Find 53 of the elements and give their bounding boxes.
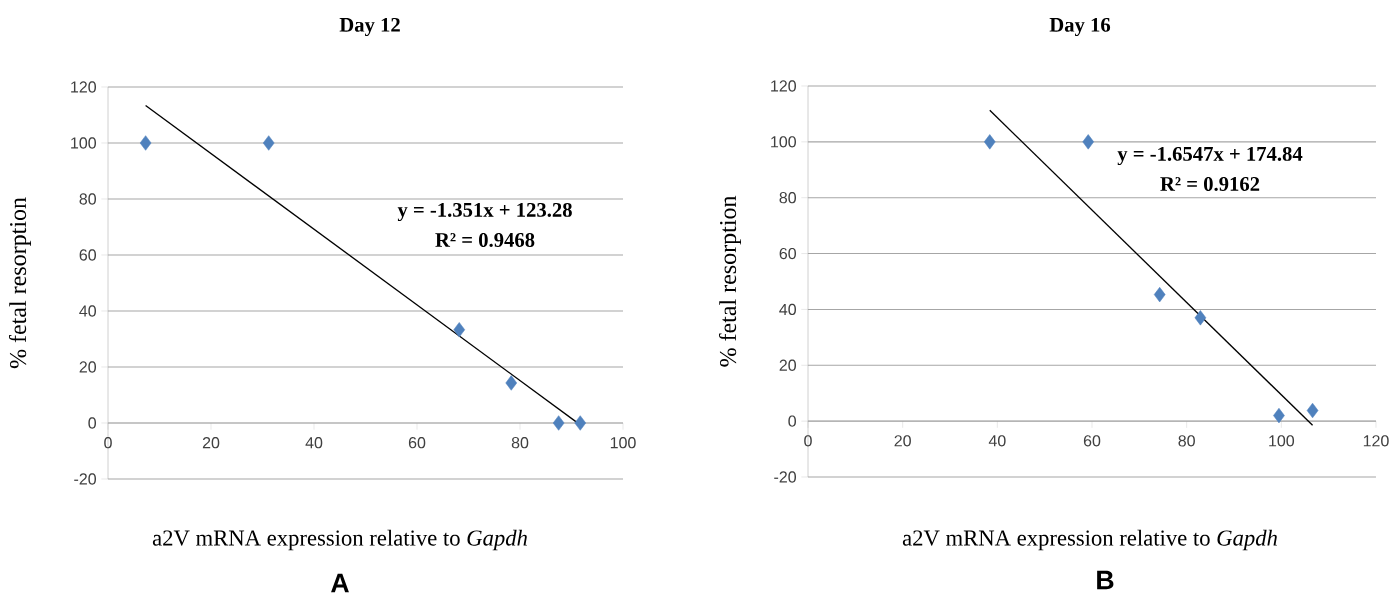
y-tick-label: 40 [79,305,97,317]
x-tick-label: 80 [1178,435,1195,447]
y-tick-label: 0 [88,417,97,429]
chart-title: Day 12 [339,17,400,37]
x-tick-label: 60 [408,437,426,449]
y-tick-label: 40 [779,303,797,316]
x-tick-label: 0 [804,435,812,447]
y-axis-title: % fetal resorption [9,197,32,369]
x-tick-label: 20 [894,435,911,447]
point [1153,287,1166,303]
point [574,415,587,431]
x-tick-label: 40 [988,435,1006,447]
x-tick-label: 0 [104,437,112,449]
point [552,415,565,431]
point [1306,402,1319,419]
y-tick-label: 20 [79,361,97,373]
x-tick-label: 40 [305,437,323,449]
y-tick-label: 100 [771,136,797,148]
x-tick-label: 20 [202,437,220,449]
y-axis-title: % fetal resorption [719,195,741,367]
chart-title: Day 16 [1049,17,1111,37]
text: B [1097,570,1114,590]
x-tick-label: 100 [610,437,636,449]
x-tick-label: 120 [1363,435,1389,447]
annotation: R² = 0.9468 [435,232,535,248]
point [1273,407,1285,424]
y-tick-label: 120 [71,81,97,93]
y-tick-label: -20 [74,473,97,485]
y-tick-label: -20 [774,471,797,483]
x-axis-title: a2V mRNA expression relative to Gapdh [902,529,1277,551]
point [1082,134,1094,150]
text: A [331,573,349,593]
y-tick-label: 20 [779,359,797,371]
x-axis-title: a2V mRNA expression relative to Gapdh [152,529,527,551]
point [1194,310,1207,326]
y-tick-label: 60 [779,247,797,260]
y-tick-label: 120 [771,80,797,92]
point [983,134,996,150]
annotation: y = -1.6547x + 174.84 [1117,146,1303,166]
y-tick-label: 80 [79,193,97,205]
y-tick-label: 80 [779,192,797,204]
x-tick-label: 100 [1269,435,1295,447]
y-tick-label: 100 [71,137,97,149]
point [505,375,518,391]
x-tick-label: 80 [511,437,529,449]
annotation: R² = 0.9162 [1160,176,1260,192]
annotation: y = -1.351x + 123.28 [397,202,572,222]
y-tick-label: 60 [79,249,97,261]
y-tick-label: 0 [788,415,797,427]
point [139,135,152,151]
point [453,322,466,338]
point [262,135,275,151]
x-tick-label: 60 [1083,435,1101,447]
